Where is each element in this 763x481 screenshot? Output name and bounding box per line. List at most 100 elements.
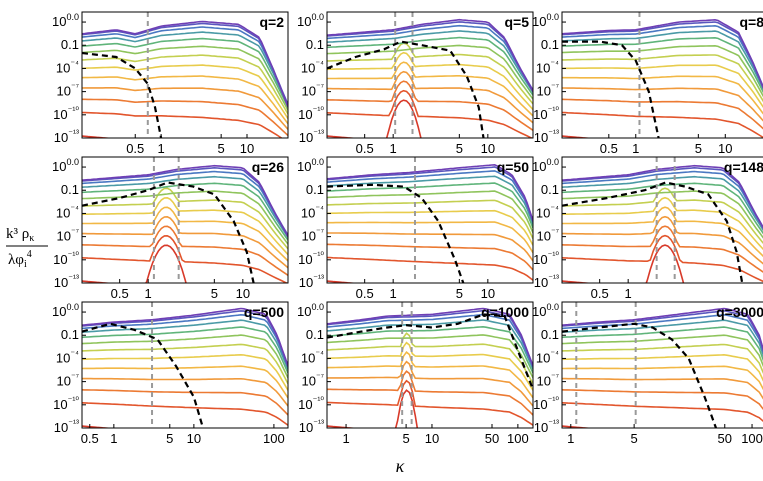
x-tick-label: 1 bbox=[157, 141, 164, 156]
y-tick-label: 10⁻¹⁰ bbox=[298, 105, 324, 122]
y-axis-label-numerator: k³ ρκ bbox=[6, 226, 34, 244]
spectrum-line bbox=[327, 18, 533, 92]
dashed-series bbox=[327, 40, 485, 138]
plot-area bbox=[562, 157, 763, 283]
y-tick-label: 10⁻⁴ bbox=[536, 58, 559, 75]
x-tick-label: 5 bbox=[218, 141, 225, 156]
spectrum-line bbox=[327, 80, 533, 131]
spectrum-line bbox=[562, 334, 763, 368]
plot-area bbox=[327, 157, 533, 283]
spectrum-line bbox=[327, 243, 533, 271]
spectrum-line bbox=[82, 182, 288, 241]
panel-frame bbox=[81, 156, 289, 284]
x-tick-label: 1 bbox=[625, 286, 632, 301]
y-tick-label: 10⁻⁴ bbox=[536, 348, 559, 365]
y-tick-label: 100.0 bbox=[297, 12, 324, 29]
spectrum-line bbox=[327, 175, 533, 225]
plot-area bbox=[82, 302, 288, 428]
spectrum-line bbox=[327, 334, 533, 379]
plot-area bbox=[82, 157, 288, 283]
spectrum-line bbox=[82, 22, 288, 106]
y-tick-label: 0.1 bbox=[61, 182, 79, 197]
spectrum-line bbox=[562, 425, 596, 428]
y-tick-label: 0.1 bbox=[306, 37, 324, 52]
y-axis-label: k³ ρκ λφi4 bbox=[6, 226, 48, 270]
spectrum-line bbox=[327, 379, 533, 426]
x-tick-label: 50 bbox=[718, 431, 732, 446]
spectrum-line bbox=[82, 206, 288, 262]
panel-title: q=500 bbox=[244, 304, 284, 320]
spectrum-line bbox=[562, 187, 763, 245]
x-tick-label: 5 bbox=[456, 141, 463, 156]
x-axis-label: κ bbox=[396, 456, 405, 476]
x-tick-label: 1 bbox=[145, 286, 152, 301]
y-tick-label: 10⁻¹⁰ bbox=[53, 105, 79, 122]
panel-title: q=148 bbox=[724, 159, 763, 175]
spectrum-line bbox=[562, 319, 763, 357]
y-tick-label: 0.1 bbox=[541, 182, 559, 197]
y-tick-label: 10⁻¹⁰ bbox=[298, 395, 324, 412]
spectrum-line bbox=[82, 37, 288, 108]
spectrum-line bbox=[82, 343, 288, 385]
spectrum-line bbox=[327, 24, 533, 92]
y-tick-label: 0.1 bbox=[61, 37, 79, 52]
x-tick-label: 10 bbox=[425, 431, 439, 446]
chart-panel: 100.0 0.1 10⁻⁴ 10⁻⁷ 10⁻¹⁰ 10⁻¹³ 0.5 1 5 10 q=2 bbox=[52, 11, 289, 156]
panel-title: q=26 bbox=[252, 159, 285, 175]
x-tick-label: 5 bbox=[402, 431, 409, 446]
spectrum-line bbox=[562, 206, 763, 258]
spectrum-line bbox=[562, 64, 763, 109]
panel-frame bbox=[326, 301, 534, 429]
panel-title: q=2 bbox=[259, 14, 284, 30]
spectrum-line bbox=[562, 166, 763, 229]
spectrum-line bbox=[562, 44, 763, 98]
spectrum-line bbox=[82, 166, 288, 236]
spectrum-line bbox=[327, 309, 533, 366]
spectrum-line bbox=[327, 166, 533, 221]
spectrum-line bbox=[82, 45, 288, 111]
spectrum-line bbox=[82, 187, 288, 250]
chart-panel: 100.0 0.1 10⁻⁴ 10⁻⁷ 10⁻¹⁰ 10⁻¹³0.5 1 5 10 100 q=50… bbox=[52, 301, 289, 446]
spectrum-line bbox=[327, 190, 533, 234]
spectrum-line bbox=[82, 365, 288, 399]
dashed-series bbox=[327, 183, 465, 283]
spectrum-line bbox=[327, 256, 533, 281]
spectrum-line bbox=[562, 313, 763, 354]
panel-frame bbox=[326, 11, 534, 139]
y-tick-label: 10⁻⁴ bbox=[301, 203, 324, 220]
spectrum-line bbox=[562, 170, 763, 230]
spectrum-line bbox=[327, 232, 533, 262]
spectrum-line bbox=[562, 30, 763, 91]
y-tick-label: 10⁻⁷ bbox=[302, 372, 324, 389]
spectrum-line bbox=[327, 163, 533, 222]
y-tick-label: 100.0 bbox=[52, 12, 79, 29]
x-tick-label: 10 bbox=[240, 141, 254, 156]
panel-frame bbox=[81, 301, 289, 429]
spectrum-line bbox=[562, 98, 763, 130]
spectrum-line bbox=[82, 215, 288, 269]
chart-panel: 100.0 0.1 10⁻⁴ 10⁻⁷ 10⁻¹⁰ 10⁻¹³ 0.5 1 5 10 q=50 bbox=[297, 156, 534, 301]
plot-area bbox=[327, 12, 533, 138]
plot-area bbox=[562, 302, 763, 428]
y-tick-label: 10⁻⁴ bbox=[56, 58, 79, 75]
x-tick-label: 0.5 bbox=[111, 286, 129, 301]
y-tick-label: 0.1 bbox=[306, 182, 324, 197]
x-tick-label: 5 bbox=[166, 431, 173, 446]
spectrum-line bbox=[82, 87, 288, 130]
y-tick-label: 100.0 bbox=[532, 302, 559, 319]
spectrum-line bbox=[327, 307, 533, 367]
y-tick-label: 0.1 bbox=[306, 327, 324, 342]
panel-title: q=1000 bbox=[481, 304, 529, 320]
dashed-series bbox=[562, 322, 718, 428]
spectrum-line bbox=[327, 325, 533, 374]
dashed-series bbox=[562, 40, 660, 138]
y-tick-label: 10⁻¹³ bbox=[299, 418, 324, 435]
x-tick-label: 100 bbox=[263, 431, 285, 446]
spectrum-line bbox=[327, 351, 533, 399]
y-tick-label: 10⁻¹³ bbox=[54, 128, 79, 145]
spectrum-line bbox=[562, 196, 763, 251]
spectrum-line bbox=[562, 377, 763, 400]
spectrum-line bbox=[562, 244, 685, 283]
spectrum-line bbox=[327, 36, 533, 96]
spectrum-line bbox=[562, 135, 596, 138]
